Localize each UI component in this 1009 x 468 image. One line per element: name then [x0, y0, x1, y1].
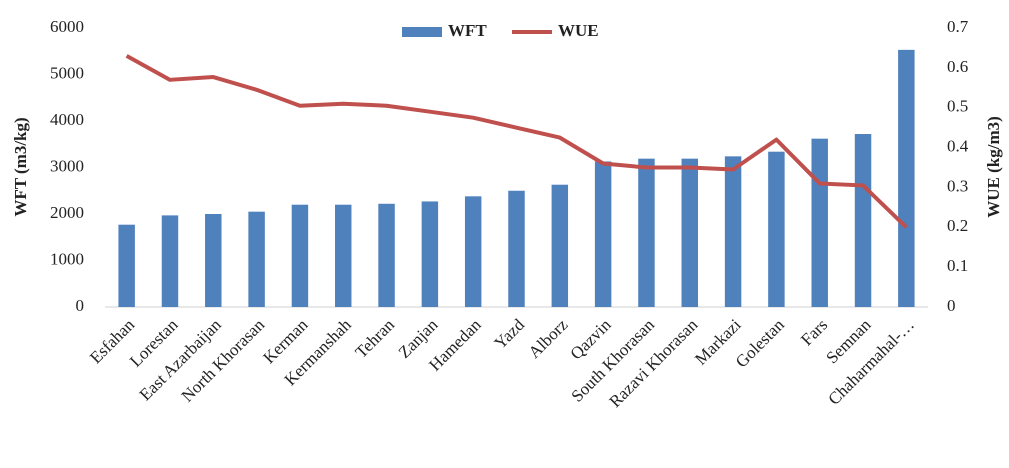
y2-tick-label: 0.3	[947, 176, 968, 195]
bar	[161, 215, 179, 307]
y-tick-label: 2000	[50, 203, 84, 222]
bar	[335, 204, 352, 307]
bar	[551, 184, 569, 307]
y-tick-label: 3000	[50, 156, 84, 175]
bar	[205, 214, 222, 307]
y-tick-label: 1000	[50, 249, 84, 268]
bar	[378, 203, 395, 307]
x-tick-label: Tehran	[352, 315, 399, 362]
bar	[248, 211, 265, 307]
bar	[291, 204, 309, 307]
bar	[594, 161, 612, 307]
bar	[811, 138, 828, 307]
y2-tick-label: 0.2	[947, 216, 968, 235]
legend-label: WFT	[448, 21, 487, 40]
y2-tick-label: 0.5	[947, 97, 968, 116]
y2-tick-label: 0.1	[947, 256, 968, 275]
bar	[638, 158, 655, 307]
y-tick-label: 6000	[50, 17, 84, 36]
bar	[508, 190, 525, 307]
legend-swatch	[402, 27, 442, 37]
y2-tick-label: 0.4	[947, 136, 969, 155]
legend-label: WUE	[558, 21, 599, 40]
x-tick-label: Alborz	[525, 315, 572, 362]
bar	[118, 224, 135, 307]
bar	[464, 196, 482, 307]
y-tick-label: 4000	[50, 110, 84, 129]
bar	[898, 49, 915, 307]
bar	[724, 156, 742, 307]
line	[125, 54, 908, 229]
x-tick-label: Fars	[797, 315, 831, 349]
x-tick-label: Golestan	[732, 315, 789, 372]
y2-axis-title: WUE (kg/m3)	[984, 116, 1003, 218]
y-axis-title: WFT (m3/kg)	[11, 117, 30, 216]
bar	[681, 158, 698, 307]
y2-tick-label: 0.6	[947, 57, 968, 76]
bar	[768, 151, 785, 307]
x-tick-label: Yazd	[490, 315, 528, 353]
y-tick-label: 5000	[50, 63, 84, 82]
y2-tick-label: 0	[947, 296, 956, 315]
bar	[421, 201, 439, 307]
y-tick-label: 0	[76, 296, 85, 315]
bar	[854, 134, 872, 307]
y2-tick-label: 0.7	[947, 17, 969, 36]
